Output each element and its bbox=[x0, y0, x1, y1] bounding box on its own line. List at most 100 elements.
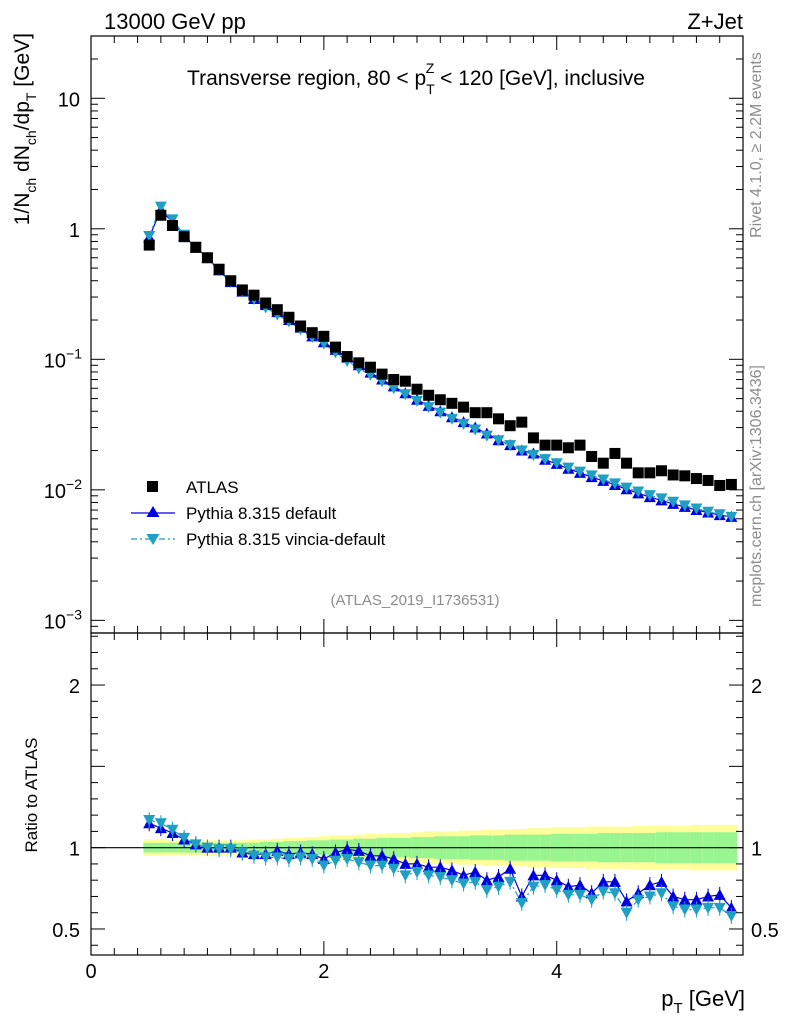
main-point-pythia-vincia bbox=[387, 383, 400, 395]
ratio-panel: 2 2 1 1 0.5 0.5 0 2 4 Ratio to ATLAS pT [GeV] bbox=[22, 632, 779, 1017]
ratio-point-pythia-default bbox=[690, 893, 703, 905]
main-point-pythia-vincia bbox=[550, 458, 563, 470]
ratio-point-pythia-vincia bbox=[434, 871, 447, 883]
main-point-pythia-vincia bbox=[469, 424, 482, 436]
ratio-point-pythia-default bbox=[399, 857, 412, 869]
main-point-pythia-vincia bbox=[434, 407, 447, 419]
ratio-point-pythia-vincia bbox=[445, 875, 458, 887]
main-point-atlas bbox=[283, 311, 295, 323]
ratio-point-pythia-vincia bbox=[224, 844, 237, 856]
main-point-atlas bbox=[586, 451, 598, 463]
main-point-atlas bbox=[388, 374, 400, 386]
main-point-atlas bbox=[667, 469, 679, 481]
main-series-layer bbox=[143, 201, 738, 523]
main-point-atlas bbox=[423, 389, 435, 401]
main-line-pythia-default bbox=[148, 208, 732, 518]
main-point-atlas bbox=[632, 467, 644, 479]
main-point-atlas bbox=[213, 263, 225, 275]
main-point-pythia-vincia bbox=[585, 470, 598, 482]
ratio-point-pythia-vincia bbox=[306, 854, 319, 866]
main-point-atlas bbox=[364, 361, 376, 373]
main-point-atlas bbox=[574, 439, 586, 451]
ratio-point-pythia-default bbox=[411, 857, 423, 869]
legend-marker-pythia-default bbox=[146, 506, 160, 517]
ratio-point-pythia-vincia bbox=[352, 857, 365, 869]
analysis-label: (ATLAS_2019_I1736531) bbox=[330, 592, 499, 609]
main-point-atlas bbox=[271, 304, 283, 316]
main-point-atlas bbox=[562, 442, 574, 454]
main-y-tick-label: 1 bbox=[69, 220, 80, 242]
ratio-point-pythia-vincia bbox=[282, 854, 295, 866]
main-point-pythia-vincia bbox=[725, 511, 738, 523]
main-point-atlas bbox=[236, 284, 248, 296]
ratio-point-pythia-vincia bbox=[271, 852, 284, 864]
ratio-y-tick-label-right: 1 bbox=[751, 839, 762, 861]
main-y-axis-label: 1/Nch dNch/dpT [GeV] bbox=[11, 33, 39, 225]
ratio-x-tick-label: 4 bbox=[551, 961, 562, 983]
main-point-atlas bbox=[446, 397, 458, 409]
ratio-point-pythia-vincia bbox=[329, 855, 342, 867]
ratio-point-pythia-default bbox=[608, 875, 621, 887]
main-point-atlas bbox=[679, 470, 691, 482]
ratio-point-pythia-default bbox=[364, 849, 377, 861]
main-point-pythia-vincia bbox=[504, 440, 517, 452]
legend-label-pythia-vincia: Pythia 8.315 vincia-default bbox=[186, 530, 386, 549]
main-point-pythia-vincia bbox=[445, 413, 458, 425]
ratio-point-pythia-default bbox=[387, 853, 400, 865]
ratio-point-pythia-vincia bbox=[678, 904, 691, 916]
main-point-atlas bbox=[341, 351, 353, 363]
ratio-point-pythia-default bbox=[643, 879, 656, 891]
ratio-point-pythia-vincia bbox=[294, 852, 307, 864]
rivet-label: Rivet 4.1.0, ≥ 2.2M events bbox=[748, 52, 765, 238]
main-point-atlas bbox=[260, 297, 272, 309]
ratio-point-pythia-vincia bbox=[143, 815, 156, 827]
ratio-point-pythia-vincia bbox=[341, 854, 354, 866]
ratio-point-pythia-vincia bbox=[236, 847, 249, 859]
ratio-point-pythia-vincia bbox=[550, 884, 563, 896]
ratio-point-pythia-default bbox=[678, 893, 691, 905]
main-point-atlas bbox=[504, 420, 516, 432]
main-point-pythia-vincia bbox=[690, 503, 703, 515]
ratio-point-pythia-vincia bbox=[515, 897, 528, 909]
ratio-x-tick-labels: 0 2 4 bbox=[85, 961, 562, 983]
main-point-pythia-vincia bbox=[143, 231, 156, 243]
ratio-y-tick-label-left: 0.5 bbox=[52, 920, 80, 942]
main-y-tick-labels: 10 1 10−1 10−2 10−3 bbox=[44, 89, 82, 633]
ratio-point-pythia-vincia bbox=[317, 860, 330, 872]
ratio-point-pythia-vincia bbox=[620, 907, 633, 919]
main-line-pythia-vincia bbox=[148, 205, 732, 518]
main-point-pythia-vincia bbox=[574, 466, 586, 478]
ratio-point-pythia-default bbox=[667, 890, 680, 902]
ratio-point-pythia-default bbox=[620, 895, 633, 907]
main-point-atlas bbox=[399, 375, 411, 387]
ratio-point-pythia-vincia bbox=[166, 824, 179, 836]
ratio-y-axis-label: Ratio to ATLAS bbox=[22, 738, 41, 853]
main-point-atlas bbox=[493, 413, 504, 425]
main-point-atlas bbox=[481, 407, 493, 419]
ratio-point-pythia-vincia bbox=[201, 842, 214, 854]
main-point-pythia-vincia bbox=[411, 395, 423, 407]
main-y-tick-label: 10−1 bbox=[44, 345, 82, 372]
main-point-atlas bbox=[434, 394, 446, 406]
ratio-series-layer bbox=[143, 812, 738, 924]
main-point-atlas bbox=[306, 327, 318, 339]
ratio-point-pythia-vincia bbox=[574, 889, 586, 901]
main-point-pythia-vincia bbox=[678, 500, 691, 512]
ratio-point-pythia-vincia bbox=[376, 860, 389, 872]
main-y-tick-label: 10−2 bbox=[44, 476, 82, 503]
main-point-pythia-vincia bbox=[539, 454, 552, 466]
main-point-atlas bbox=[248, 289, 260, 301]
main-point-pythia-vincia bbox=[597, 474, 610, 486]
main-point-atlas bbox=[597, 457, 609, 469]
ratio-point-pythia-vincia bbox=[527, 881, 540, 893]
main-y-tick-label: 10−3 bbox=[44, 606, 82, 633]
legend-marker-atlas bbox=[147, 481, 158, 492]
main-point-atlas bbox=[702, 474, 714, 486]
main-point-atlas bbox=[318, 330, 330, 342]
ratio-point-pythia-default bbox=[480, 874, 493, 886]
main-point-pythia-vincia bbox=[620, 482, 633, 494]
ratio-point-pythia-vincia bbox=[504, 876, 517, 888]
legend-label-pythia-default: Pythia 8.315 default bbox=[186, 504, 337, 523]
ratio-point-pythia-default bbox=[527, 869, 540, 881]
